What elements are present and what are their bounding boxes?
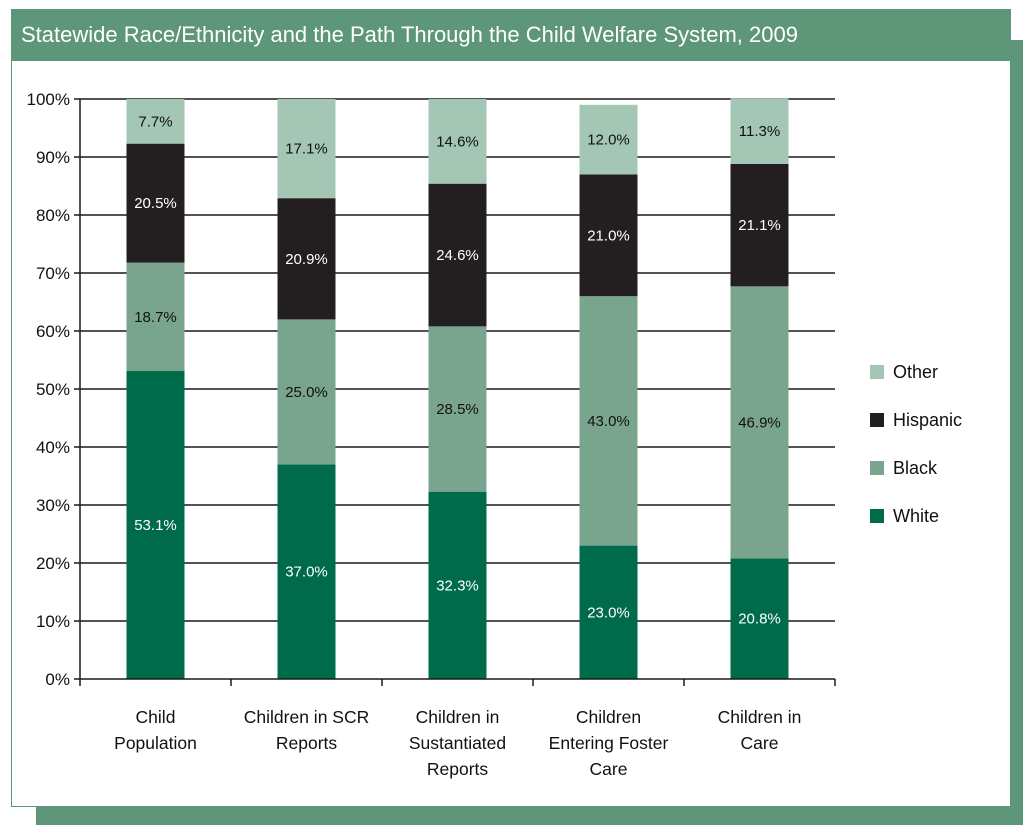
legend-label: White xyxy=(893,506,940,526)
y-tick-label: 0% xyxy=(45,670,70,689)
legend-item-other: Other xyxy=(870,360,1010,384)
legend-swatch xyxy=(870,365,884,379)
data-label-hispanic: 20.5% xyxy=(134,195,177,212)
bar-segment-hispanic xyxy=(579,174,638,297)
y-tick-label: 100% xyxy=(27,90,70,109)
x-category-label: Children in Care xyxy=(718,707,802,753)
bar-segment-black xyxy=(277,319,336,465)
y-tick-label: 10% xyxy=(36,612,70,631)
bar-segment-hispanic xyxy=(428,183,487,327)
x-category-label: Children Entering Foster Care xyxy=(549,707,669,779)
legend-label: Black xyxy=(893,458,938,478)
legend-item-black: Black xyxy=(870,456,1010,480)
x-category-label: Children in SCR Reports xyxy=(244,707,369,753)
x-category-label: Children in Sustantiated Reports xyxy=(409,707,506,779)
x-category-label: Child Population xyxy=(114,707,197,753)
data-labels: 53.1% 18.7% 20.5% 7.7% 37.0% 25.0% 20.9% 17.1% 3… xyxy=(134,113,781,627)
bar-segment-white xyxy=(730,558,789,679)
y-tick-label: 30% xyxy=(36,496,70,515)
bar-segment-black xyxy=(730,286,789,559)
bar-segment-black xyxy=(428,326,487,492)
y-tick-label: 20% xyxy=(36,554,70,573)
bar-segment-white xyxy=(579,545,638,679)
bar-segment-hispanic xyxy=(277,198,336,320)
legend-label: Hispanic xyxy=(893,410,963,430)
legend-item-hispanic: Hispanic xyxy=(870,408,1010,432)
data-label-hispanic: 21.1% xyxy=(738,217,781,234)
bar-segment-other xyxy=(579,104,638,175)
bar-segment-hispanic xyxy=(730,163,789,287)
legend-item-white: White xyxy=(870,504,1010,528)
data-label-white: 32.3% xyxy=(436,577,479,594)
y-tick-label: 60% xyxy=(36,322,70,341)
bar-segment-hispanic xyxy=(126,143,185,263)
x-category-labels: Child Population Children in SCR Reports Chi… xyxy=(114,707,801,779)
data-label-other: 11.3% xyxy=(739,123,780,140)
data-label-black: 25.0% xyxy=(285,384,328,401)
bar-segment-black xyxy=(126,262,185,372)
bar-segment-other xyxy=(277,99,336,199)
chart-title: Statewide Race/Ethnicity and the Path Th… xyxy=(11,9,1011,61)
legend-swatch xyxy=(870,461,884,475)
data-label-white: 37.0% xyxy=(285,564,328,581)
data-label-white: 20.8% xyxy=(738,611,781,628)
data-label-white: 53.1% xyxy=(134,517,177,534)
bar-segment-white xyxy=(126,371,185,679)
y-tick-label: 80% xyxy=(36,206,70,225)
bar-segment-other xyxy=(126,99,185,144)
y-tick-label: 50% xyxy=(36,380,70,399)
data-label-other: 7.7% xyxy=(138,113,172,130)
y-tick-label: 40% xyxy=(36,438,70,457)
data-label-other: 14.6% xyxy=(436,133,479,150)
bar-segment-other xyxy=(428,99,487,184)
data-label-other: 17.1% xyxy=(285,141,328,158)
bar-segment-white xyxy=(428,491,487,679)
data-label-black: 28.5% xyxy=(436,401,479,418)
data-label-black: 18.7% xyxy=(134,309,177,326)
data-label-black: 46.9% xyxy=(738,414,781,431)
data-label-white: 23.0% xyxy=(587,604,630,621)
y-tick-labels: 0% 10% 20% 30% 40% 50% 60% 70% 80% 90% 100% xyxy=(27,90,70,689)
data-label-hispanic: 24.6% xyxy=(436,247,479,264)
legend-swatch xyxy=(870,509,884,523)
bars xyxy=(126,98,789,679)
legend-swatch xyxy=(870,413,884,427)
bar-segment-other xyxy=(730,98,789,164)
data-label-other: 12.0% xyxy=(587,132,630,149)
axes xyxy=(74,98,836,686)
data-label-black: 43.0% xyxy=(587,413,630,430)
bar-segment-white xyxy=(277,464,336,679)
y-tick-label: 70% xyxy=(36,264,70,283)
data-label-hispanic: 20.9% xyxy=(285,251,328,268)
y-tick-label: 90% xyxy=(36,148,70,167)
data-label-hispanic: 21.0% xyxy=(587,227,630,244)
bar-segment-black xyxy=(579,296,638,546)
legend-label: Other xyxy=(893,362,939,382)
